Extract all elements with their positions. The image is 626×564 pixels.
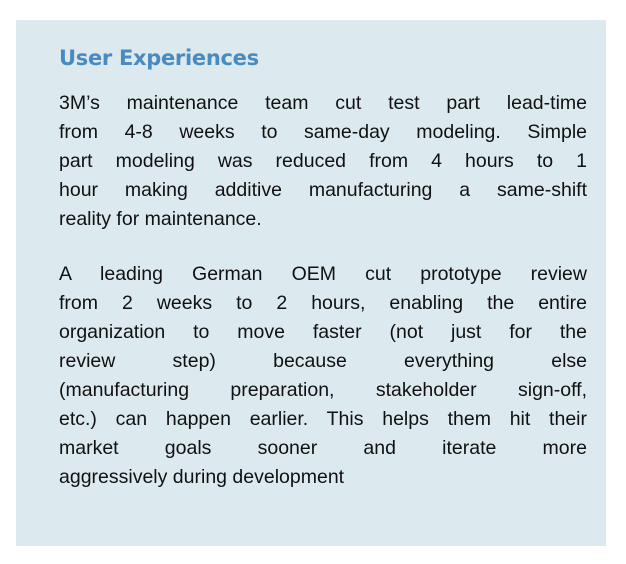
text-line: market goals sooner and iterate more: [59, 437, 587, 459]
callout-title: User Experiences: [59, 46, 259, 70]
text-line: reality for maintenance.: [59, 208, 262, 230]
text-line: 3M’s maintenance team cut test part lead…: [59, 92, 587, 114]
user-experiences-callout: User Experiences 3M’s maintenance team c…: [16, 20, 606, 546]
text-line: (manufacturing preparation, stakeholder …: [59, 379, 587, 401]
text-line: from 4-8 weeks to same-day modeling. Sim…: [59, 121, 587, 143]
text-line: aggressively during development: [59, 466, 345, 488]
paragraph-3m: 3M’s maintenance team cut test part lead…: [59, 89, 587, 234]
text-line: etc.) can happen earlier. This helps the…: [59, 408, 587, 430]
text-line: organization to move faster (not just fo…: [59, 321, 587, 343]
paragraph-german-oem: A leading German OEM cut prototype revie…: [59, 260, 587, 492]
text-line: review step) because everything else: [59, 350, 587, 372]
text-line: from 2 weeks to 2 hours, enabling the en…: [59, 292, 587, 314]
text-line: hour making additive manufacturing a sam…: [59, 179, 587, 201]
text-line: A leading German OEM cut prototype revie…: [59, 263, 587, 285]
text-line: part modeling was reduced from 4 hours t…: [59, 150, 587, 172]
